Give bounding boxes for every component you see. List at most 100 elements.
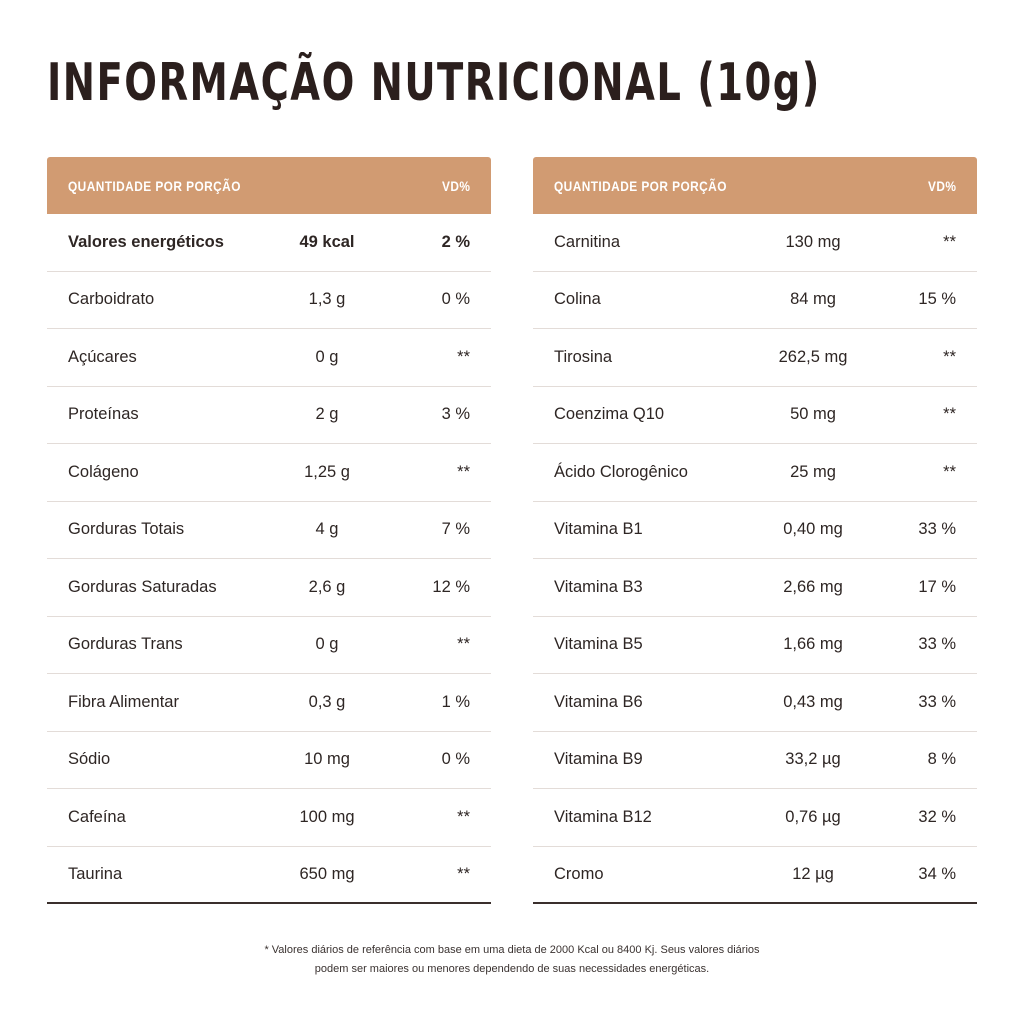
header-quantity-label: QUANTIDADE POR PORÇÃO xyxy=(68,177,241,194)
nutrient-name: Fibra Alimentar xyxy=(68,692,179,711)
nutrient-amount: 0,3 g xyxy=(308,692,346,711)
table-row: Fibra Alimentar 0,3 g 1 % xyxy=(47,674,491,732)
table-header: QUANTIDADE POR PORÇÃO VD% xyxy=(47,157,491,214)
table-row: Gorduras Saturadas 2,6 g 12 % xyxy=(47,559,491,617)
nutrient-amount: 262,5 mg xyxy=(778,347,848,366)
nutrient-vd: ** xyxy=(943,405,956,424)
nutrient-name: Ácido Clorogênico xyxy=(554,462,688,481)
table-row: Carboidrato 1,3 g 0 % xyxy=(47,272,491,329)
nutrient-name: Vitamina B9 xyxy=(554,750,643,769)
nutrient-amount: 12 µg xyxy=(792,864,834,883)
nutrient-name: Vitamina B1 xyxy=(554,520,643,539)
table-row: Valores energéticos 49 kcal 2 % xyxy=(47,214,491,272)
nutrient-name: Vitamina B3 xyxy=(554,577,643,596)
table-row: Açúcares 0 g ** xyxy=(47,329,491,387)
nutrient-vd: 1 % xyxy=(441,692,470,711)
nutrient-name: Proteínas xyxy=(68,405,139,424)
nutrient-name: Vitamina B12 xyxy=(554,807,652,826)
footnote-line: * Valores diários de referência com base… xyxy=(264,944,760,956)
nutrient-amount: 100 mg xyxy=(299,807,355,826)
nutrient-amount: 4 g xyxy=(315,520,339,539)
nutrient-amount: 2 g xyxy=(315,405,339,424)
nutrient-vd: 3 % xyxy=(441,405,470,424)
nutrient-name: Açúcares xyxy=(68,347,137,366)
table-row: Ácido Clorogênico 25 mg ** xyxy=(533,444,977,502)
nutrient-amount: 25 mg xyxy=(790,462,836,481)
nutrient-amount: 0,43 mg xyxy=(783,692,843,711)
table-row: Vitamina B12 0,76 µg 32 % xyxy=(533,789,977,847)
nutrition-table-right: QUANTIDADE POR PORÇÃO VD% Carnitina 130 m… xyxy=(533,157,977,904)
nutrient-vd: 12 % xyxy=(432,577,470,596)
nutrient-amount: 0 g xyxy=(315,347,339,366)
table-row: Vitamina B1 0,40 mg 33 % xyxy=(533,502,977,559)
nutrient-name: Carboidrato xyxy=(68,290,155,309)
nutrient-amount: 84 mg xyxy=(790,290,836,309)
nutrient-vd: 33 % xyxy=(918,635,956,654)
nutrient-vd: 0 % xyxy=(441,290,470,309)
nutrient-vd: 15 % xyxy=(918,290,956,309)
table-row: Gorduras Totais 4 g 7 % xyxy=(47,502,491,559)
nutrient-vd: ** xyxy=(457,347,470,366)
nutrient-amount: 0,76 µg xyxy=(785,807,841,826)
table-row: Cromo 12 µg 34 % xyxy=(533,847,977,904)
nutrient-vd: ** xyxy=(457,462,470,481)
nutrient-amount: 10 mg xyxy=(304,750,350,769)
nutrient-name: Gorduras Trans xyxy=(68,635,183,654)
nutrient-amount: 0,40 mg xyxy=(783,520,843,539)
table-row: Sódio 10 mg 0 % xyxy=(47,732,491,789)
table-row: Colina 84 mg 15 % xyxy=(533,272,977,329)
table-row: Taurina 650 mg ** xyxy=(47,847,491,904)
nutrient-name: Cafeína xyxy=(68,807,126,826)
table-row: Cafeína 100 mg ** xyxy=(47,789,491,847)
nutrient-amount: 33,2 µg xyxy=(785,750,841,769)
nutrient-name: Gorduras Saturadas xyxy=(68,577,217,596)
nutrient-amount: 2,66 mg xyxy=(783,577,843,596)
nutrient-amount: 49 kcal xyxy=(299,232,355,251)
table-row: Tirosina 262,5 mg ** xyxy=(533,329,977,387)
nutrient-vd: 0 % xyxy=(441,750,470,769)
nutrient-amount: 1,66 mg xyxy=(783,635,843,654)
nutrient-vd: 2 % xyxy=(441,232,470,251)
nutrient-vd: 33 % xyxy=(918,520,956,539)
nutrient-name: Carnitina xyxy=(554,232,621,251)
table-header: QUANTIDADE POR PORÇÃO VD% xyxy=(533,157,977,214)
nutrient-vd: 7 % xyxy=(441,520,470,539)
nutrient-amount: 50 mg xyxy=(790,405,836,424)
table-row: Vitamina B9 33,2 µg 8 % xyxy=(533,732,977,789)
table-row: Vitamina B6 0,43 mg 33 % xyxy=(533,674,977,732)
nutrient-vd: 34 % xyxy=(918,864,956,883)
page-title: INFORMAÇÃO NUTRICIONAL (10g) xyxy=(47,53,821,113)
nutrient-vd: 17 % xyxy=(918,577,956,596)
nutrient-name: Vitamina B5 xyxy=(554,635,643,654)
nutrient-vd: ** xyxy=(457,635,470,654)
nutrient-vd: 8 % xyxy=(927,750,956,769)
nutrient-vd: ** xyxy=(943,347,956,366)
nutrient-name: Colina xyxy=(554,290,601,309)
nutrition-table-left: QUANTIDADE POR PORÇÃO VD% Valores energé… xyxy=(47,157,491,904)
table-row: Proteínas 2 g 3 % xyxy=(47,387,491,444)
table-row: Gorduras Trans 0 g ** xyxy=(47,617,491,674)
table-row: Colágeno 1,25 g ** xyxy=(47,444,491,502)
table-row: Vitamina B3 2,66 mg 17 % xyxy=(533,559,977,617)
nutrient-vd: ** xyxy=(943,232,956,251)
nutrient-name: Valores energéticos xyxy=(68,232,224,251)
footnote-line: podem ser maiores ou menores dependendo … xyxy=(314,963,710,975)
header-vd-label: VD% xyxy=(927,177,956,194)
nutrient-name: Coenzima Q10 xyxy=(554,405,665,424)
nutrient-amount: 1,25 g xyxy=(304,462,350,481)
nutrient-amount: 1,3 g xyxy=(308,290,346,309)
nutrient-vd: 33 % xyxy=(918,692,956,711)
nutrient-name: Tirosina xyxy=(554,347,613,366)
nutrient-name: Sódio xyxy=(68,750,111,769)
nutrient-amount: 650 mg xyxy=(299,864,355,883)
nutrient-vd: ** xyxy=(457,864,470,883)
table-row: Carnitina 130 mg ** xyxy=(533,214,977,272)
nutrient-amount: 0 g xyxy=(315,635,339,654)
table-row: Coenzima Q10 50 mg ** xyxy=(533,387,977,444)
nutrient-amount: 2,6 g xyxy=(308,577,346,596)
nutrient-name: Vitamina B6 xyxy=(554,692,643,711)
table-row: Vitamina B5 1,66 mg 33 % xyxy=(533,617,977,674)
nutrient-name: Colágeno xyxy=(68,462,139,481)
nutrient-vd: ** xyxy=(457,807,470,826)
nutrient-name: Cromo xyxy=(554,864,604,883)
